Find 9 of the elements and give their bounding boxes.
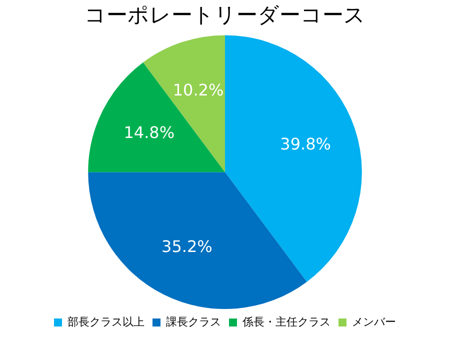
data-label: 10.2% — [172, 80, 224, 100]
legend-label: 課長クラス — [166, 315, 221, 328]
data-label: 35.2% — [162, 237, 212, 256]
data-label: 14.8% — [124, 123, 175, 142]
data-label: 39.8% — [280, 134, 331, 154]
legend-label: メンバー — [352, 315, 396, 328]
chart-title: コーポレートリーダーコース — [84, 3, 366, 28]
legend-label: 部長クラス以上 — [68, 315, 144, 328]
legend-label: 係長・主任クラス — [242, 315, 330, 328]
